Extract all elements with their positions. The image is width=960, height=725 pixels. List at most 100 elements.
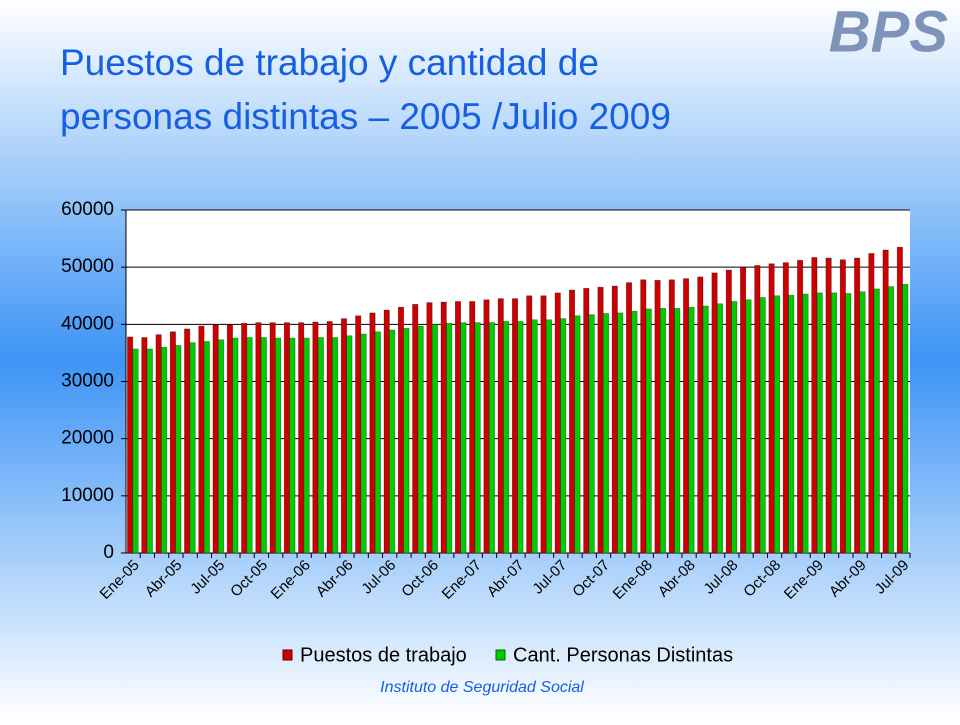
- bar: [754, 265, 761, 554]
- bar: [283, 322, 290, 554]
- bar: [397, 306, 404, 554]
- bar: [369, 312, 376, 554]
- bar: [374, 331, 381, 554]
- bar: [298, 322, 305, 554]
- logo: BPS: [829, 0, 949, 64]
- bar: [446, 322, 453, 554]
- bar: [312, 321, 319, 554]
- bar: [232, 337, 239, 554]
- bar: [782, 262, 789, 554]
- bar: [631, 310, 638, 554]
- bar: [303, 337, 310, 554]
- chart-title: Puestos de trabajo y cantidad de personas…: [60, 42, 671, 137]
- bar: [540, 295, 547, 554]
- bar: [469, 301, 476, 554]
- bar: [868, 253, 875, 554]
- bar: [389, 329, 396, 554]
- bar: [882, 249, 889, 554]
- bar: [198, 325, 205, 554]
- bar: [569, 289, 576, 554]
- bar: [854, 257, 861, 554]
- bar: [426, 302, 433, 554]
- bar: [526, 295, 533, 554]
- bar: [503, 321, 510, 554]
- bar: [317, 337, 324, 554]
- bar: [412, 304, 419, 554]
- bar: [474, 322, 481, 554]
- bar: [711, 272, 718, 554]
- y-tick-label: 10000: [61, 485, 114, 506]
- bar: [497, 298, 504, 554]
- bar: [745, 299, 752, 554]
- bar: [797, 260, 804, 554]
- bar: [725, 269, 732, 554]
- bar: [611, 285, 618, 554]
- bar: [839, 259, 846, 554]
- legend-swatch: [495, 649, 506, 661]
- y-tick-label: 60000: [61, 199, 114, 220]
- bar: [759, 297, 766, 554]
- bar: [246, 337, 253, 554]
- bar: [896, 246, 903, 554]
- bar: [668, 279, 675, 554]
- bar: [269, 322, 276, 554]
- bar: [617, 312, 624, 554]
- bar: [811, 257, 818, 554]
- y-tick-label: 50000: [61, 256, 114, 277]
- bar: [588, 314, 595, 554]
- bar: [740, 266, 747, 554]
- bar: [640, 279, 647, 554]
- bar: [888, 286, 895, 554]
- bar: [902, 284, 909, 554]
- bar: [816, 292, 823, 554]
- bar: [326, 321, 333, 554]
- legend-label: Puestos de trabajo: [300, 644, 467, 666]
- bar: [255, 322, 262, 554]
- bar: [488, 322, 495, 554]
- bar: [289, 337, 296, 554]
- bar: [218, 339, 225, 554]
- bar: [545, 319, 552, 554]
- y-tick-label: 0: [103, 542, 114, 563]
- y-tick-label: 20000: [61, 428, 114, 449]
- bar: [597, 286, 604, 554]
- bar: [697, 276, 704, 554]
- bar: [403, 328, 410, 554]
- bar: [417, 325, 424, 554]
- bar: [226, 324, 233, 554]
- bar: [184, 328, 191, 554]
- bar: [716, 303, 723, 554]
- bar: [212, 324, 219, 554]
- bar: [346, 335, 353, 554]
- bar: [517, 321, 524, 554]
- bar: [702, 305, 709, 554]
- bar: [127, 336, 134, 554]
- bar: [659, 308, 666, 554]
- y-tick-label: 40000: [61, 313, 114, 334]
- legend-swatch: [282, 649, 293, 661]
- y-tick-label: 30000: [61, 371, 114, 392]
- bar: [454, 301, 461, 554]
- bar: [155, 334, 162, 554]
- bar: [203, 341, 210, 554]
- legend: Puestos de trabajo Cant. Personas Distin…: [282, 644, 733, 666]
- bar: [574, 315, 581, 554]
- bar: [873, 288, 880, 554]
- bar: [845, 293, 852, 554]
- bar: [146, 348, 153, 554]
- bar: [554, 292, 561, 554]
- bar: [141, 337, 148, 554]
- bar: [161, 346, 168, 554]
- bar: [825, 257, 832, 554]
- bar: [773, 295, 781, 554]
- bar: [511, 298, 519, 554]
- footer: Instituto de Seguridad Social: [380, 679, 584, 696]
- bar: [275, 337, 282, 554]
- bar: [626, 282, 633, 554]
- bar: [169, 331, 176, 554]
- bar: [360, 333, 367, 554]
- bar: [260, 337, 267, 554]
- bar: [583, 288, 590, 554]
- bar: [460, 322, 467, 554]
